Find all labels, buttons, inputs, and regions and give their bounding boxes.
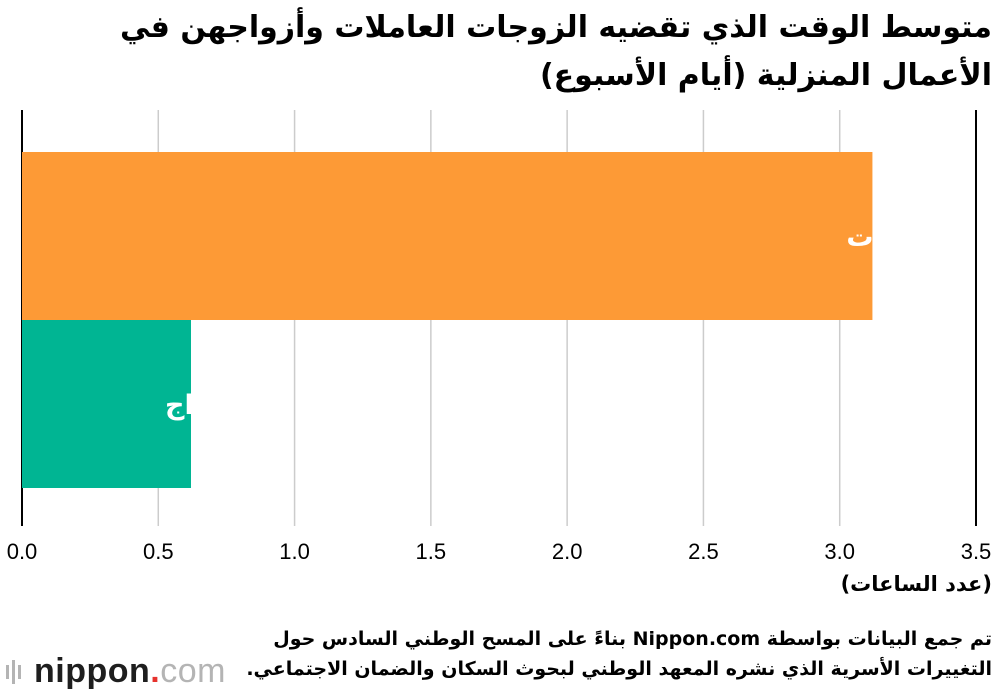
bar [22, 320, 191, 488]
logo-mark-icon [6, 659, 21, 684]
logo-text: nippon.com [34, 652, 226, 691]
nippon-logo: nippon.com [6, 652, 226, 691]
x-tick-label: 2.5 [688, 539, 719, 564]
x-tick-label: 1.5 [416, 539, 447, 564]
x-tick-label: 3.0 [824, 539, 855, 564]
bar-label: الأزواج [165, 388, 255, 421]
x-tick-label: 3.5 [961, 539, 992, 564]
x-tick-label: 0.5 [143, 539, 174, 564]
logo-suffix: com [160, 652, 226, 690]
x-tick-label: 0.0 [7, 539, 38, 564]
logo-dot: . [150, 652, 161, 690]
bar-label: الزوجات [846, 222, 956, 253]
logo-name: nippon [34, 652, 151, 690]
x-tick-label: 2.0 [552, 539, 583, 564]
bar-chart: 0.0 0.5 1.0 1.5 2.0 2.5 3.0 3.5 الزوجات الأزواج [7, 110, 992, 564]
source-note: تم جمع البيانات بواسطة Nippon.com بناءً … [246, 628, 992, 680]
x-tick-label: 1.0 [279, 539, 310, 564]
bar [22, 152, 873, 320]
chart-title: متوسط الوقت الذي تقضيه الزوجات العاملات … [119, 10, 992, 93]
x-axis-unit-label: (عدد الساعات) [840, 572, 992, 596]
